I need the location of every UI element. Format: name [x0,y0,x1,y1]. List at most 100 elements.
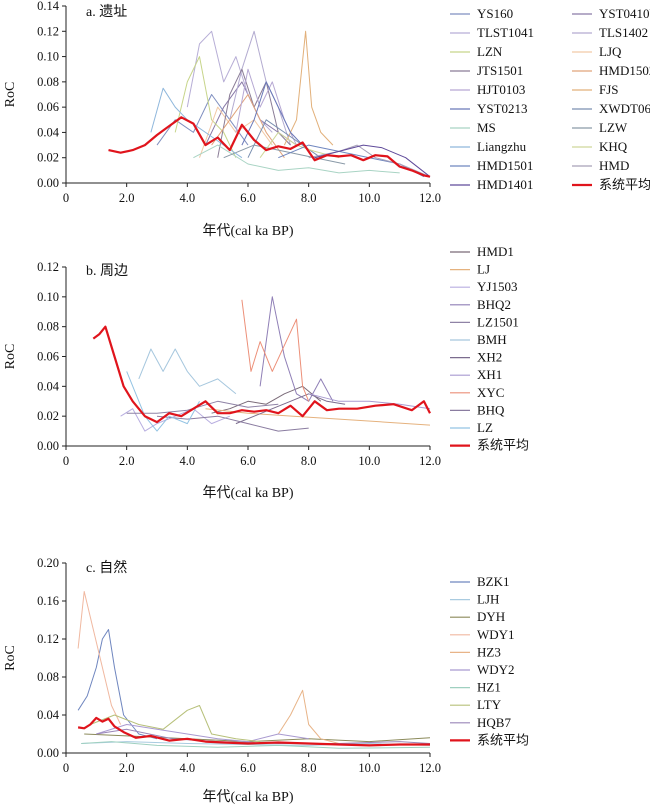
series-line-WDY2 [96,724,309,743]
legend: YS160 YST0410W TLST1041 TLS1402 LZN LJQ JTS150… [450,6,650,192]
legend-label: FJS [599,82,619,97]
legend-label: MS [477,120,496,135]
x-tick-label: 2.0 [119,761,135,775]
y-tick-label: 0.04 [37,379,60,393]
series-line-LZ [126,371,200,432]
y-tick-label: 0.10 [37,290,59,304]
x-tick-label: 8.0 [301,761,317,775]
panel-title: b. 周边 [86,263,128,279]
x-tick-label: 8.0 [301,191,317,205]
series-line-LJ [205,408,431,426]
legend-label: LZN [477,44,503,59]
x-tick-label: 12.0 [419,191,441,205]
series-line-XH2 [235,393,346,425]
legend-label: HZ3 [477,644,501,659]
series-line-HZ1 [81,741,431,749]
x-tick-label: 10.0 [358,454,380,468]
legend-label: LTY [477,697,502,712]
series-line-BZK1 [77,629,158,740]
legend-label: BHQ [477,402,505,417]
legend-label: HMD1 [477,244,514,259]
series-line-BHQ [156,415,309,432]
legend-label: BZK1 [477,574,510,589]
series-line-BHQ2 [259,296,334,402]
legend-label: YST0410W [599,6,650,21]
legend-label: 系统平均 [477,438,529,453]
legend-label: HMD [599,158,629,173]
legend-label: HZ1 [477,680,501,695]
y-tick-label: 0.02 [37,151,59,165]
y-tick-label: 0.04 [37,708,60,722]
x-tick-label: 12.0 [419,454,441,468]
x-axis-label: 年代(cal ka BP) [203,789,294,805]
legend-label: WDY1 [477,627,515,642]
y-tick-label: 0.16 [37,594,59,608]
y-tick-label: 0.08 [37,75,59,89]
legend-label: LJQ [599,44,622,59]
x-tick-label: 0 [63,191,69,205]
series-line-TLS1402 [229,30,291,146]
x-tick-label: 4.0 [180,761,196,775]
y-tick-label: 0.00 [37,439,59,453]
legend-label: YS160 [477,6,513,21]
legend-label: LZ [477,420,493,435]
y-tick-label: 0.12 [37,24,59,38]
x-axis-label: 年代(cal ka BP) [203,223,294,239]
series-line-YJ1503 [120,408,230,432]
series-line-HMD1401 [314,144,431,178]
series-line-系统平均 [108,116,431,178]
legend-label: WDY2 [477,662,515,677]
y-tick-label: 0.10 [37,50,59,64]
x-tick-label: 0 [63,454,69,468]
legend-label: KHQ [599,139,628,154]
chart-panel-0: 0.00 0.02 0.04 0.06 0.08 0.10 0.12 0.14 0 2.0 4.0 6… [3,0,650,239]
legend-label: YST0213 [477,101,528,116]
legend-label: TLS1402 [599,25,648,40]
panel-title: c. 自然 [86,559,127,576]
legend-label: XH2 [477,350,502,365]
x-tick-label: 4.0 [180,454,196,468]
x-tick-label: 0 [63,761,69,775]
legend: BZK1 LJH DYH WDY1 HZ3 WDY2 HZ1 LTY HQB7 系统平均 [450,574,529,747]
y-tick-label: 0.02 [37,409,59,423]
x-tick-label: 8.0 [301,454,317,468]
legend-label: HMD1501 [477,158,533,173]
legend-label: 系统平均 [599,177,650,192]
x-tick-label: 2.0 [119,191,135,205]
legend-label: HQB7 [477,715,511,730]
y-tick-label: 0.00 [37,176,59,190]
x-axis-label: 年代(cal ka BP) [203,485,294,501]
legend-label: XWDT0602 [599,101,650,116]
y-tick-label: 0.12 [37,632,59,646]
series-line-XH1 [308,393,431,410]
series-line-LTY [90,705,261,743]
series-line-系统平均 [77,716,430,747]
y-tick-label: 0.12 [37,260,59,274]
y-tick-label: 0.04 [37,125,60,139]
x-tick-label: 10.0 [358,761,380,775]
series-line-WDY1 [77,591,122,725]
y-axis-label: RoC [3,645,18,671]
chart-panel-1: 0.00 0.02 0.04 0.06 0.08 0.10 0.12 0 2.0 4.0 6.0 8.… [3,244,529,501]
series-line-HMD [308,144,431,178]
series-line-MS [193,144,400,174]
chart-panel-2: 0.00 0.04 0.08 0.12 0.16 0.20 0 2.0 4.0 6.0 8.0 10.… [3,556,529,805]
y-tick-label: 0.06 [37,100,59,114]
series-line-系统平均 [92,325,431,424]
series-line-YST0213 [241,81,303,146]
legend-label: HMD1401 [477,177,533,192]
legend-label: XYC [477,385,504,400]
x-tick-label: 10.0 [358,191,380,205]
x-tick-label: 12.0 [419,761,441,775]
legend-label: JTS1501 [477,63,523,78]
series-line-LZW [223,144,346,165]
y-axis-label: RoC [3,82,18,108]
legend-label: TLST1041 [477,25,534,40]
legend-label: XH1 [477,367,502,382]
x-tick-label: 4.0 [180,191,196,205]
legend-label: LZW [599,120,628,135]
legend-label: LJ [477,262,490,277]
y-tick-label: 0.08 [37,670,59,684]
series-line-LZN [174,56,237,158]
